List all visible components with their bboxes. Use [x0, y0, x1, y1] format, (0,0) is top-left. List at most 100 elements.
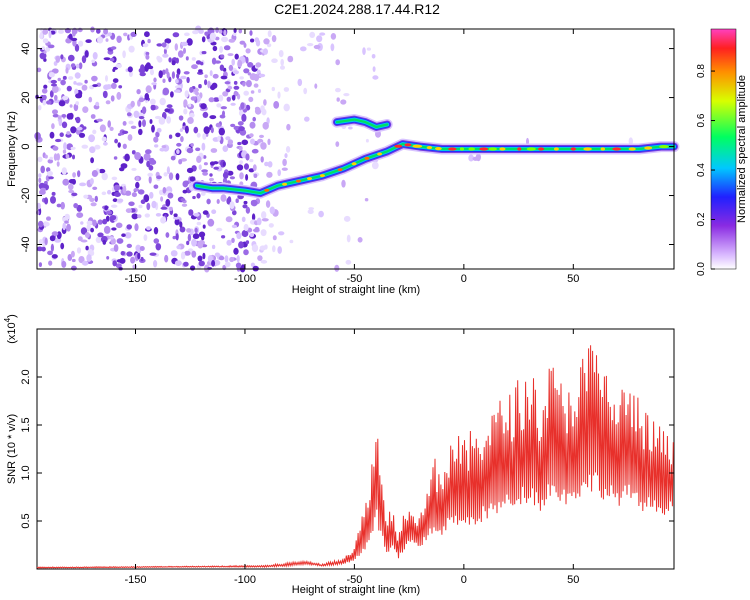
noise-cell	[178, 115, 184, 121]
noise-cell	[153, 136, 159, 143]
noise-cell	[282, 158, 287, 167]
noise-cell	[128, 120, 134, 125]
noise-cell	[46, 100, 52, 105]
noise-cell	[237, 141, 242, 146]
noise-cell	[130, 100, 135, 108]
noise-cell	[208, 97, 215, 103]
noise-cell	[223, 29, 227, 36]
noise-cell	[240, 102, 245, 110]
signal-hot-spot	[570, 147, 576, 151]
noise-cell	[209, 177, 214, 182]
noise-cell	[209, 115, 217, 120]
noise-cell	[37, 105, 42, 111]
noise-cell	[336, 97, 340, 102]
noise-cell	[196, 155, 202, 163]
noise-cell	[174, 89, 181, 93]
noise-cell	[99, 124, 106, 133]
noise-cell	[79, 182, 87, 187]
noise-cell	[40, 187, 46, 192]
noise-cell	[227, 53, 234, 57]
noise-cell	[207, 254, 213, 263]
noise-cell	[125, 208, 132, 214]
noise-cell	[201, 142, 206, 151]
noise-cell	[211, 244, 216, 250]
noise-cell	[158, 117, 166, 125]
noise-cell	[78, 62, 83, 70]
noise-cell	[84, 232, 90, 238]
noise-cell	[44, 197, 49, 205]
noise-cell	[51, 231, 59, 237]
noise-cell	[183, 261, 189, 267]
noise-cell	[176, 245, 182, 250]
noise-cell	[214, 36, 220, 41]
colorbar-tick-label: 0.6	[696, 113, 707, 127]
noise-cell	[223, 45, 231, 51]
noise-cell	[70, 126, 77, 134]
noise-cell	[158, 70, 163, 79]
snr-y-axis-label: SNR (10 * v/v)	[6, 414, 18, 484]
noise-cell	[48, 72, 55, 78]
noise-cell	[252, 228, 260, 232]
noise-cell	[150, 68, 154, 76]
noise-cell	[266, 171, 273, 178]
noise-cell	[330, 33, 337, 40]
noise-cell	[215, 27, 220, 33]
noise-cell	[239, 160, 244, 165]
noise-cell	[122, 185, 127, 194]
noise-cell	[318, 210, 324, 218]
noise-cell	[161, 145, 167, 149]
noise-cell	[175, 132, 181, 138]
noise-cell	[61, 260, 67, 268]
noise-cell	[78, 132, 86, 138]
noise-cell	[109, 126, 114, 131]
noise-cell	[245, 174, 249, 181]
noise-cell	[190, 143, 194, 147]
noise-cell	[263, 99, 267, 106]
noise-cell	[227, 139, 234, 145]
noise-cell	[181, 203, 188, 207]
noise-cell	[101, 136, 107, 142]
noise-cell	[259, 134, 264, 138]
noise-cell	[239, 76, 244, 80]
noise-cell	[253, 83, 259, 88]
noise-cell	[189, 86, 194, 93]
noise-cell	[51, 85, 59, 93]
noise-cell	[202, 210, 209, 215]
noise-cell	[245, 80, 252, 88]
noise-cell	[50, 243, 55, 252]
noise-cell	[92, 129, 97, 135]
signal-hot-spot	[459, 147, 465, 151]
noise-cell	[131, 192, 137, 198]
noise-cell	[142, 43, 149, 48]
noise-cell	[250, 138, 255, 145]
noise-cell	[137, 214, 142, 219]
noise-cell	[43, 221, 50, 227]
noise-cell	[193, 212, 200, 217]
noise-cell	[271, 58, 278, 63]
noise-cell	[314, 83, 318, 89]
noise-cell	[143, 234, 148, 242]
noise-cell	[85, 245, 89, 251]
noise-cell	[66, 85, 72, 92]
noise-cell	[225, 136, 231, 141]
noise-cell	[128, 45, 135, 53]
signal-hot-spot	[364, 156, 370, 160]
noise-cell	[161, 42, 167, 48]
signal-hot-spot	[394, 144, 403, 148]
noise-cell	[111, 204, 118, 208]
noise-cell	[343, 93, 350, 97]
signal-hot-spot	[412, 144, 423, 148]
noise-cell	[222, 110, 225, 117]
noise-cell	[71, 192, 78, 197]
noise-cell	[187, 117, 194, 124]
noise-cell	[95, 236, 102, 244]
noise-cell	[235, 262, 242, 269]
noise-cell	[58, 29, 64, 34]
noise-cell	[226, 96, 231, 102]
noise-cell	[284, 153, 288, 159]
noise-cell	[97, 219, 103, 225]
noise-cell	[195, 147, 201, 152]
noise-cell	[249, 30, 253, 36]
noise-cell	[115, 222, 123, 229]
noise-cell	[155, 131, 160, 138]
